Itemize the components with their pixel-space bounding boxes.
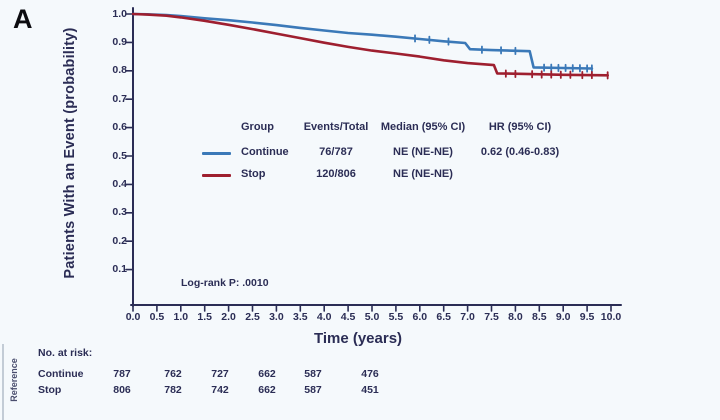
x-tick-label: 8.5 xyxy=(531,311,547,323)
panel-label: A xyxy=(13,4,33,34)
x-tick-label: 9.5 xyxy=(579,311,595,323)
risk-value: 476 xyxy=(361,368,379,380)
x-tick-label: 1.5 xyxy=(197,311,212,323)
y-tick-label: 0.7 xyxy=(112,92,127,105)
x-tick-label: 6.0 xyxy=(412,311,428,323)
legend-stop-events: 120/806 xyxy=(316,168,356,180)
x-tick-label: 7.5 xyxy=(484,311,499,323)
risk-value: 587 xyxy=(304,368,322,380)
risk-value: 451 xyxy=(361,384,379,396)
x-tick-label: 6.5 xyxy=(436,311,451,323)
x-tick-label: 3.0 xyxy=(269,311,284,323)
y-tick-label: 0.9 xyxy=(112,35,127,48)
legend-stop-label: Stop xyxy=(241,168,266,180)
y-tick-label: 0.3 xyxy=(112,206,127,219)
x-tick-label: 5.0 xyxy=(364,311,380,323)
legend-continue-events: 76/787 xyxy=(319,146,353,158)
risk-value: 806 xyxy=(113,384,131,396)
y-tick-label: 1.0 xyxy=(112,7,127,20)
risk-row-label-stop: Stop xyxy=(38,384,62,396)
continue-line-swatch xyxy=(202,152,231,155)
x-tick-label: 10.0 xyxy=(600,311,622,323)
risk-value: 662 xyxy=(258,384,276,396)
x-tick-label: 0.0 xyxy=(125,311,141,323)
x-tick-label: 4.5 xyxy=(340,311,356,323)
x-tick-label: 2.5 xyxy=(245,311,260,323)
page-edge-line xyxy=(2,344,4,420)
x-tick-label: 4.0 xyxy=(316,311,332,323)
risk-value: 727 xyxy=(211,368,229,380)
log-rank-annotation: Log-rank P: .0010 xyxy=(181,277,269,289)
km-curve-stop xyxy=(131,12,609,77)
risk-row-label-continue: Continue xyxy=(38,368,84,380)
stop-line-swatch xyxy=(202,174,231,177)
risk-value: 762 xyxy=(164,368,182,380)
y-tick-label: 0.2 xyxy=(112,234,127,247)
reference-side-note: Reference xyxy=(9,358,19,402)
legend-header-events: Events/Total xyxy=(303,121,369,133)
risk-value: 662 xyxy=(258,368,276,380)
risk-value: 787 xyxy=(113,368,131,380)
risk-value: 782 xyxy=(164,384,182,396)
x-axis-title: Time (years) xyxy=(313,330,403,347)
x-tick-label: 2.0 xyxy=(221,311,236,323)
x-tick-label: 1.0 xyxy=(173,311,189,323)
legend-header-hr: HR (95% CI) xyxy=(488,121,552,133)
legend-header-median: Median (95% CI) xyxy=(380,121,466,133)
legend-continue-median: NE (NE-NE) xyxy=(393,146,453,158)
y-tick-label: 0.4 xyxy=(112,177,127,190)
x-tick-label: 9.0 xyxy=(555,311,571,323)
x-tick-label: 3.5 xyxy=(292,311,308,323)
legend-continue-label: Continue xyxy=(241,146,289,158)
risk-value: 587 xyxy=(304,384,322,396)
x-tick-label: 0.5 xyxy=(149,311,165,323)
y-tick-label: 0.5 xyxy=(112,149,127,162)
legend-header-group: Group xyxy=(241,121,274,133)
x-tick-label: 5.5 xyxy=(388,311,404,323)
y-tick-label: 0.6 xyxy=(112,121,127,134)
y-tick-label: 0.1 xyxy=(112,263,127,276)
x-tick-label: 8.0 xyxy=(508,311,523,323)
risk-value: 742 xyxy=(211,384,229,396)
x-tick-label: 7.0 xyxy=(460,311,475,323)
legend-continue-hr: 0.62 (0.46-0.83) xyxy=(480,146,560,158)
km-curve-continue xyxy=(131,12,594,70)
legend-stop-median: NE (NE-NE) xyxy=(393,168,453,180)
y-tick-label: 0.8 xyxy=(112,64,127,77)
risk-table-title: No. at risk: xyxy=(38,347,93,359)
